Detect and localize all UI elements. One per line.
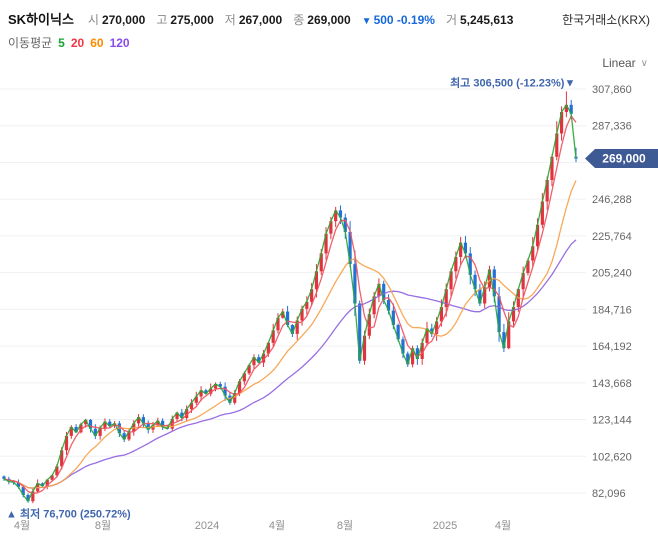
quote-high-value: 275,000 bbox=[170, 13, 214, 27]
ma-legend-label: 이동평균 bbox=[8, 36, 53, 50]
last-price-badge: 269,000 bbox=[585, 149, 658, 169]
svg-text:225,764: 225,764 bbox=[592, 231, 632, 243]
ohlc-fields: 시 270,000 고 275,000 저 267,000 종 269,000 bbox=[88, 11, 362, 28]
y-axis-labels: 307,860 287,336 246,288 225,764 205,240 184,7… bbox=[592, 84, 632, 500]
volume-label: 거 bbox=[445, 13, 457, 27]
svg-text:123,144: 123,144 bbox=[592, 415, 632, 427]
quote-open-value: 270,000 bbox=[101, 13, 146, 27]
chevron-down-icon: ∨ bbox=[640, 57, 648, 69]
svg-text:164,192: 164,192 bbox=[592, 341, 632, 353]
svg-text:2024: 2024 bbox=[195, 520, 219, 532]
quote-close-value: 269,000 bbox=[307, 13, 351, 27]
scale-selector[interactable]: Linear ∨ bbox=[602, 56, 648, 70]
exchange-name: 한국거래소(KRX) bbox=[562, 13, 650, 27]
svg-text:205,240: 205,240 bbox=[592, 268, 632, 280]
x-axis-labels: 4월 8월 2024 4월 8월 2025 4월 bbox=[14, 519, 511, 532]
svg-text:8월: 8월 bbox=[337, 519, 353, 532]
svg-text:4월: 4월 bbox=[495, 519, 511, 532]
quote-header: SK하이닉스 시 270,000 고 275,000 저 267,000 종 269,000 … bbox=[8, 9, 650, 28]
svg-text:287,336: 287,336 bbox=[592, 121, 632, 133]
volume-pair: 거 5,245,613 bbox=[446, 11, 513, 28]
svg-text:184,716: 184,716 bbox=[592, 304, 632, 316]
svg-text:2025: 2025 bbox=[433, 520, 457, 532]
svg-text:102,620: 102,620 bbox=[592, 451, 632, 463]
ma5-line bbox=[3, 104, 577, 502]
quote-low-value: 267,000 bbox=[238, 13, 283, 27]
svg-text:8월: 8월 bbox=[95, 519, 111, 532]
ma120-line bbox=[3, 239, 577, 489]
volume-value: 5,245,613 bbox=[460, 13, 514, 27]
quote-high-label: 고 bbox=[156, 13, 168, 27]
change-value: 500 -0.19% bbox=[373, 13, 435, 27]
svg-text:4월: 4월 bbox=[269, 519, 285, 532]
quote-open-pair: 시 270,000 bbox=[88, 13, 145, 27]
quote-low-label: 저 bbox=[224, 13, 236, 27]
price-change: ▼ 500 -0.19% bbox=[362, 13, 435, 27]
quote-close-pair: 종 269,000 bbox=[293, 13, 350, 27]
ma20-line bbox=[3, 115, 577, 495]
ma-legend-60: 60 bbox=[90, 36, 104, 50]
gridlines bbox=[0, 88, 586, 494]
quote-low-pair: 저 267,000 bbox=[225, 13, 282, 27]
low-annotation: ▲ 최저 76,700 (250.72%) bbox=[6, 507, 131, 521]
ma-legend-120: 120 bbox=[109, 36, 130, 50]
svg-text:143,668: 143,668 bbox=[592, 378, 632, 390]
candles bbox=[2, 91, 578, 504]
svg-text:307,860: 307,860 bbox=[592, 84, 632, 96]
ma-legend-20: 20 bbox=[70, 36, 85, 50]
quote-high-pair: 고 275,000 bbox=[156, 13, 213, 27]
quote-open-label: 시 bbox=[87, 13, 99, 27]
ma-legend: 이동평균 5 20 60 120 bbox=[8, 34, 130, 51]
down-arrow-icon: ▼ bbox=[361, 16, 372, 27]
scale-label: Linear bbox=[602, 56, 636, 70]
quote-close-label: 종 bbox=[293, 13, 305, 27]
svg-text:269,000: 269,000 bbox=[602, 152, 646, 166]
symbol-name: SK하이닉스 bbox=[8, 12, 74, 27]
ma60-line bbox=[3, 180, 577, 489]
svg-text:4월: 4월 bbox=[14, 519, 30, 532]
svg-text:82,096: 82,096 bbox=[592, 488, 626, 500]
svg-text:246,288: 246,288 bbox=[592, 194, 632, 206]
ma-legend-5: 5 bbox=[58, 36, 65, 50]
high-annotation: 최고 306,500 (-12.23%)▼ bbox=[450, 75, 575, 89]
